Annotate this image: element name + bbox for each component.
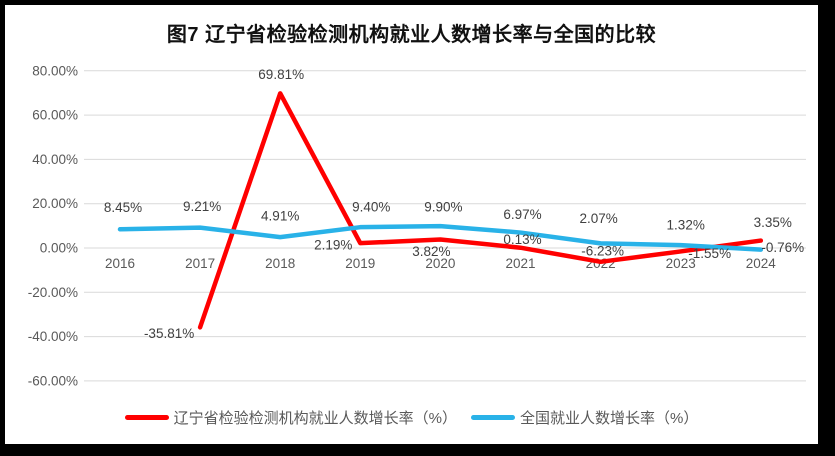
y-axis-tick-label: 0.00% bbox=[40, 241, 78, 256]
y-axis-tick-label: -60.00% bbox=[28, 373, 78, 388]
data-label: 69.81% bbox=[258, 67, 304, 82]
x-axis-tick-label: 2024 bbox=[746, 256, 777, 271]
x-axis-tick-label: 2020 bbox=[425, 256, 455, 271]
series-line-liaoning bbox=[197, 91, 764, 330]
y-axis-tick-label: 80.00% bbox=[32, 63, 78, 78]
data-label: 9.90% bbox=[424, 200, 462, 215]
legend-item: 全国就业人数增长率（%） bbox=[471, 407, 698, 428]
legend-label: 全国就业人数增长率（%） bbox=[520, 410, 699, 427]
x-axis-tick-label: 2018 bbox=[265, 256, 295, 271]
data-label: 2.19% bbox=[314, 238, 352, 253]
legend-label: 辽宁省检验检测机构就业人数增长率（%） bbox=[173, 410, 457, 427]
y-axis-tick-label: 20.00% bbox=[32, 196, 78, 211]
x-axis-tick-label: 2023 bbox=[666, 256, 696, 271]
x-axis-tick-label: 2019 bbox=[345, 256, 375, 271]
data-label: -35.81% bbox=[144, 326, 194, 341]
data-label: 2.07% bbox=[579, 211, 617, 226]
y-axis-tick-label: 60.00% bbox=[32, 108, 78, 123]
legend: 辽宁省检验检测机构就业人数增长率（%） 全国就业人数增长率（%） bbox=[5, 407, 818, 428]
y-axis-tick-label: 40.00% bbox=[32, 152, 78, 167]
legend-swatch bbox=[471, 415, 515, 420]
data-label: 8.45% bbox=[104, 200, 142, 215]
y-axis-tick-label: -20.00% bbox=[28, 285, 78, 300]
data-label: 3.35% bbox=[754, 215, 792, 230]
data-label: 3.82% bbox=[412, 244, 450, 259]
data-label: 9.21% bbox=[183, 199, 221, 214]
x-axis-tick-label: 2017 bbox=[185, 256, 215, 271]
legend-swatch bbox=[124, 415, 169, 420]
data-label: 4.91% bbox=[261, 209, 299, 224]
data-label: -6.23% bbox=[581, 243, 624, 258]
data-label: -0.76% bbox=[761, 240, 804, 255]
data-label: 1.32% bbox=[667, 218, 705, 233]
chart-page: 图7 辽宁省检验检测机构就业人数增长率与全国的比较 80.00% 60.00% 40… bbox=[5, 5, 818, 444]
chart-title: 图7 辽宁省检验检测机构就业人数增长率与全国的比较 bbox=[166, 24, 657, 46]
data-label: 0.13% bbox=[503, 232, 541, 247]
y-axis-tick-label: -40.00% bbox=[28, 329, 78, 344]
data-label: 6.97% bbox=[503, 207, 541, 222]
data-label: -1.55% bbox=[688, 246, 731, 261]
x-axis-tick-label: 2016 bbox=[105, 256, 135, 271]
series-line-national bbox=[117, 223, 764, 252]
data-label: 9.40% bbox=[352, 200, 390, 215]
x-axis-tick-label: 2021 bbox=[505, 256, 535, 271]
legend-item: 辽宁省检验检测机构就业人数增长率（%） bbox=[124, 407, 457, 428]
plot-svg: 80.00% 60.00% 40.00% 20.00% 0.00% -20.00% -40.… bbox=[28, 63, 806, 388]
